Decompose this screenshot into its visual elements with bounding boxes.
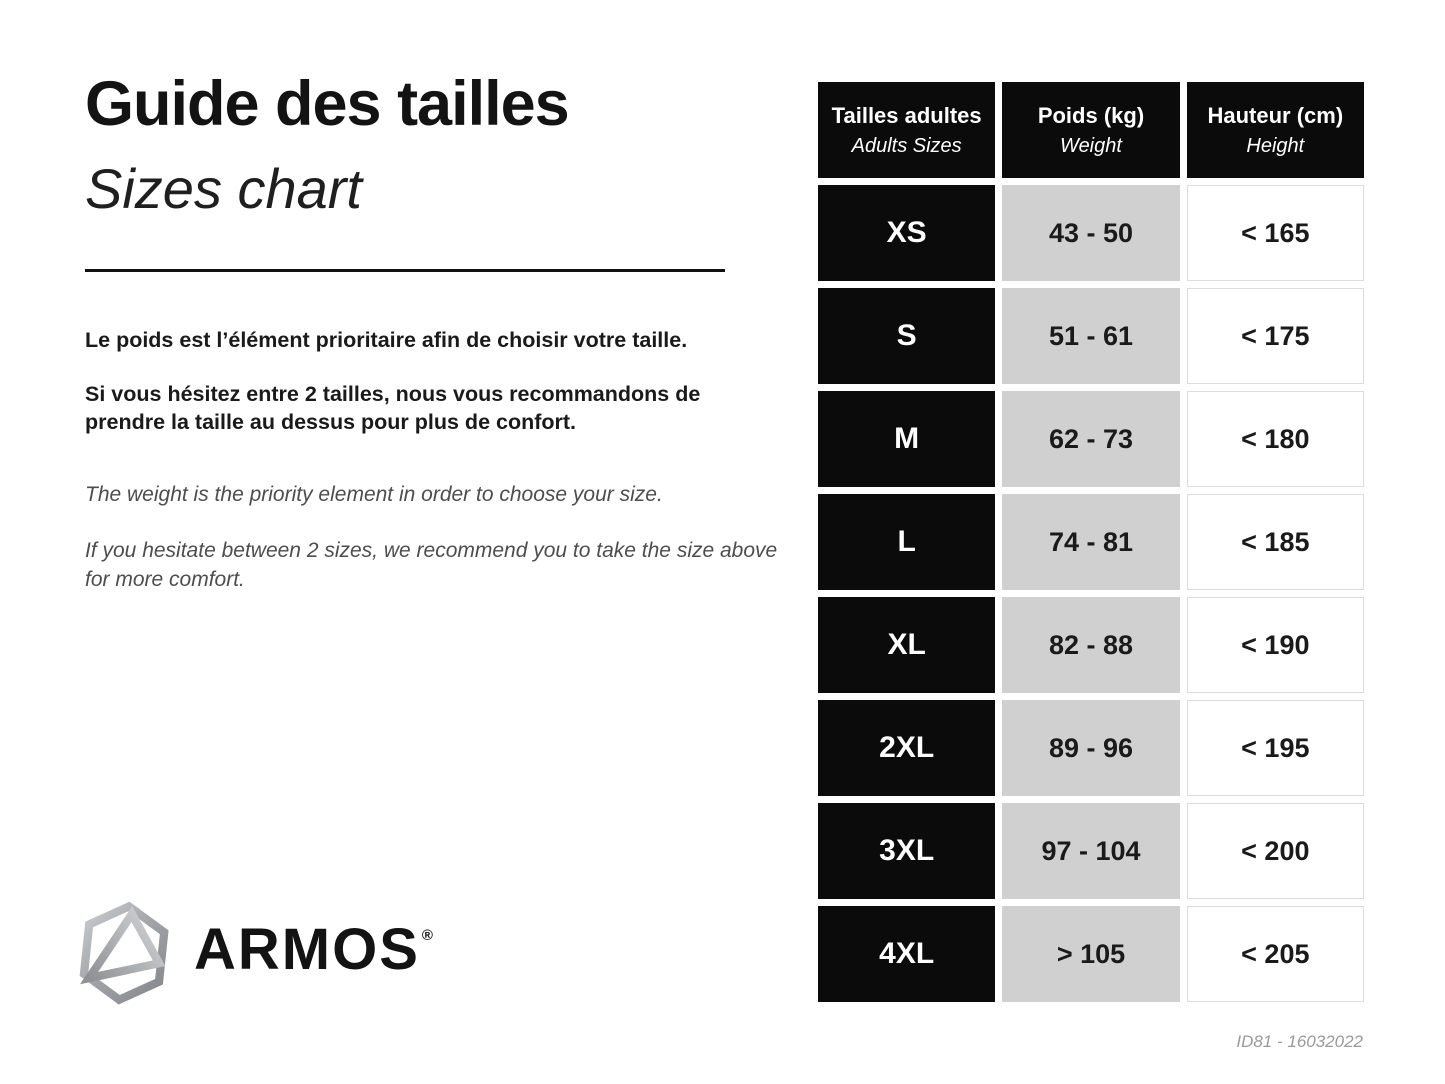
brand-wordmark: ARMOS ®	[194, 921, 433, 983]
size-label-cell: XL	[818, 597, 996, 693]
paragraph-en-weight-priority: The weight is the priority element in or…	[85, 483, 663, 506]
height-limit-cell: < 205	[1186, 906, 1364, 1002]
header-en-label: Height	[1246, 134, 1305, 157]
height-limit-cell: < 195	[1186, 700, 1364, 796]
page-title-en: Sizes chart	[85, 157, 362, 220]
header-fr-label: Tailles adultes	[831, 102, 982, 128]
weight-range-cell: 89 - 96	[1002, 700, 1180, 796]
paragraph-fr-size-recommendation: Si vous hésitez entre 2 tailles, nous vo…	[85, 382, 701, 434]
size-label-cell: M	[818, 391, 996, 487]
brand-name: ARMOS	[194, 917, 420, 982]
size-label-cell: 2XL	[818, 700, 996, 796]
height-limit-cell: < 185	[1186, 494, 1364, 590]
size-label-cell: S	[818, 288, 996, 384]
weight-range-cell: 97 - 104	[1002, 803, 1180, 899]
height-limit-cell: < 190	[1186, 597, 1364, 693]
page-title-fr: Guide des tailles	[85, 69, 570, 139]
height-limit-cell: < 180	[1186, 391, 1364, 487]
weight-range-cell: 51 - 61	[1002, 288, 1180, 384]
paragraph-en-size-recommendation: If you hesitate between 2 sizes, we reco…	[85, 539, 778, 591]
table-header-sizes: Tailles adultes Adults Sizes	[818, 82, 996, 178]
size-label-cell: 4XL	[818, 906, 996, 1002]
header-fr-label: Hauteur (cm)	[1207, 102, 1344, 128]
header-en-label: Adults Sizes	[851, 134, 962, 157]
registered-trademark-symbol: ®	[421, 927, 433, 944]
size-label-cell: L	[818, 494, 996, 590]
header-fr-label: Poids (kg)	[1037, 102, 1145, 128]
weight-range-cell: 74 - 81	[1002, 494, 1180, 590]
document-id: ID81 - 16032022	[1236, 1032, 1363, 1051]
size-label-cell: XS	[818, 185, 996, 281]
height-limit-cell: < 200	[1186, 803, 1364, 899]
weight-range-cell: 62 - 73	[1002, 391, 1180, 487]
size-label-cell: 3XL	[818, 803, 996, 899]
weight-range-cell: 82 - 88	[1002, 597, 1180, 693]
table-header-height: Hauteur (cm) Height	[1186, 82, 1364, 178]
table-header-weight: Poids (kg) Weight	[1002, 82, 1180, 178]
header-en-label: Weight	[1060, 134, 1122, 157]
paragraph-fr-weight-priority: Le poids est l’élément prioritaire afin …	[85, 328, 688, 352]
divider-line	[85, 269, 725, 272]
armos-hexagon-logo-icon	[79, 901, 169, 1005]
brand-block: ARMOS ®	[78, 898, 433, 1010]
weight-range-cell: 43 - 50	[1002, 185, 1180, 281]
height-limit-cell: < 165	[1186, 185, 1364, 281]
weight-range-cell: > 105	[1002, 906, 1180, 1002]
size-table: Tailles adultes Adults Sizes Poids (kg) …	[818, 82, 1364, 1002]
height-limit-cell: < 175	[1186, 288, 1364, 384]
